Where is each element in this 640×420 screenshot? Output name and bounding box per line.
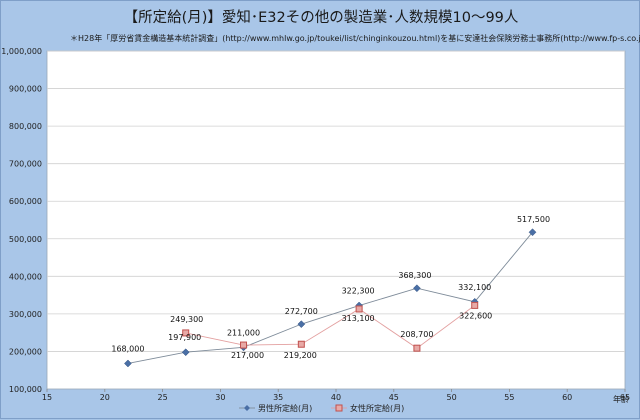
- series-line: [127, 231, 533, 364]
- female-point: [297, 340, 305, 348]
- female-data-label: 249,300: [170, 315, 203, 324]
- x-tick-label: 30: [215, 393, 225, 402]
- x-tick-label: 50: [447, 393, 457, 402]
- male-data-label: 211,000: [227, 328, 260, 337]
- female-data-label: 208,700: [400, 330, 433, 339]
- y-tick-label: 300,000: [9, 310, 42, 319]
- male-data-label: 197,900: [168, 333, 201, 342]
- male-data-label: 368,300: [398, 271, 431, 280]
- x-axis-label: 年齢: [613, 394, 629, 404]
- x-tick-label: 55: [504, 393, 514, 402]
- male-data-label: 168,000: [111, 344, 144, 353]
- chart-subtitle: ＊H28年「厚労省賃金構造基本統計調査」(http://www.mhlw.go.…: [70, 33, 640, 43]
- female-point: [471, 301, 479, 309]
- y-tick-label: 900,000: [9, 85, 42, 94]
- male-point: [181, 348, 190, 357]
- female-data-label: 219,200: [284, 351, 317, 360]
- series-line: [185, 305, 475, 349]
- male-point: [528, 228, 537, 237]
- y-tick-label: 1,000,000: [1, 47, 42, 56]
- x-tick-label: 20: [100, 393, 110, 402]
- male-data-label: 517,500: [517, 215, 550, 224]
- y-tick-label: 100,000: [9, 385, 42, 394]
- male-point: [297, 320, 306, 328]
- male-data-label: 322,300: [342, 287, 375, 296]
- female-point: [355, 305, 363, 313]
- legend-label-female: 女性所定給(月): [350, 403, 404, 413]
- female-data-label: 217,000: [231, 351, 264, 360]
- y-tick-label: 800,000: [9, 122, 42, 131]
- x-tick-label: 25: [158, 393, 168, 402]
- y-tick-label: 400,000: [9, 272, 42, 281]
- x-tick-label: 40: [331, 393, 341, 402]
- female-data-label: 313,100: [342, 314, 375, 323]
- x-tick-label: 45: [389, 393, 399, 402]
- male-data-label: 332,100: [458, 283, 491, 292]
- legend: 男性所定給(月) 女性所定給(月): [239, 403, 404, 413]
- y-tick-label: 200,000: [9, 347, 42, 356]
- chart-title: 【所定給(月)】愛知･E32その他の製造業･人数規模10～99人: [124, 9, 519, 26]
- y-tick-label: 600,000: [9, 197, 42, 206]
- female-point: [182, 329, 190, 337]
- legend-marker-male: [244, 405, 250, 411]
- legend-marker-female: [335, 404, 343, 412]
- female-point: [413, 344, 421, 352]
- y-tick-label: 700,000: [9, 160, 42, 169]
- x-tick-label: 65: [620, 393, 630, 402]
- male-point: [124, 359, 132, 368]
- female-point: [240, 341, 248, 349]
- male-point: [413, 284, 421, 293]
- plot-area: [46, 50, 626, 390]
- x-tick-label: 60: [562, 393, 572, 402]
- x-tick-label: 15: [42, 393, 52, 402]
- male-data-label: 272,700: [285, 307, 318, 316]
- x-tick-label: 35: [273, 393, 283, 402]
- legend-label-male: 男性所定給(月): [258, 403, 312, 413]
- y-tick-label: 500,000: [9, 235, 42, 244]
- female-data-label: 322,600: [459, 311, 492, 320]
